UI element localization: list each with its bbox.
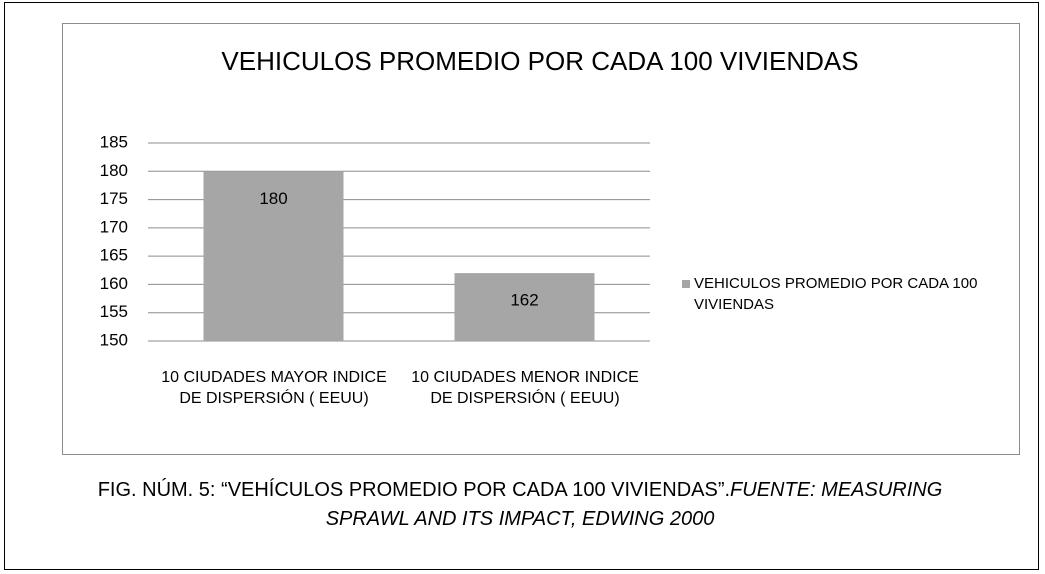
y-tick-label: 180 <box>100 161 128 180</box>
x-tick-label: 10 CIUDADES MENOR INDICE DE DISPERSIÓN (… <box>411 369 639 407</box>
bar <box>203 171 344 341</box>
chart-title: VEHICULOS PROMEDIO POR CADA 100 VIVIENDA… <box>221 46 859 76</box>
data-label: 162 <box>510 291 538 310</box>
page-frame <box>4 2 1039 570</box>
y-tick-label: 160 <box>100 274 128 293</box>
bar <box>454 273 595 341</box>
y-tick-label: 150 <box>100 330 128 349</box>
legend-label: VEHICULOS PROMEDIO POR CADA 100 VIVIENDA… <box>694 275 978 313</box>
caption-source: FUENTE: MEASURING SPRAWL AND ITS IMPACT,… <box>325 479 943 530</box>
y-tick-label: 175 <box>100 189 128 208</box>
data-label: 180 <box>259 189 287 208</box>
legend-key <box>682 280 690 288</box>
y-tick-label: 170 <box>100 217 128 236</box>
x-tick-label: 10 CIUDADES MAYOR INDICE DE DISPERSIÓN (… <box>161 369 387 407</box>
y-tick-label: 185 <box>100 132 128 151</box>
caption: FIG. NÚM. 5: “VEHÍCULOS PROMEDIO POR CAD… <box>80 476 960 534</box>
y-tick-label: 165 <box>100 246 128 265</box>
y-tick-label: 155 <box>100 302 128 321</box>
caption-text: FIG. NÚM. 5: “VEHÍCULOS PROMEDIO POR CAD… <box>97 479 731 501</box>
chart-frame <box>62 23 1020 455</box>
